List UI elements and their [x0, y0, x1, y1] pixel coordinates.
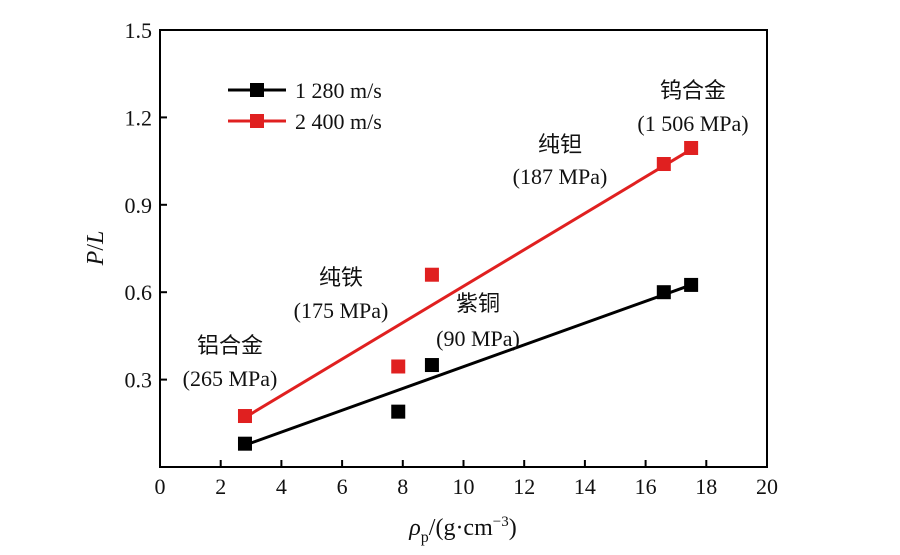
fit-line-series-0 [244, 283, 692, 447]
axis-ticks [160, 116, 708, 467]
x-axis-subscript: p [421, 529, 429, 546]
data-point-series-1 [684, 140, 699, 155]
data-point-series-1 [656, 157, 671, 172]
annotation-fe-name: 纯铁 [319, 265, 363, 290]
x-tick-label: 10 [453, 474, 475, 499]
y-axis-l: L [83, 231, 109, 245]
y-tick-label: 1.5 [125, 18, 153, 43]
y-axis-slash: / [83, 244, 109, 251]
x-tick-label: 14 [574, 474, 596, 499]
annotation-cu-strength: (90 MPa) [436, 326, 520, 351]
x-tick-label: 4 [276, 474, 287, 499]
data-point-series-0 [656, 285, 671, 300]
tick-labels: 0 2 4 6 8 10 12 14 16 18 20 0.3 0.6 0.9 1.2 1.5 [125, 18, 779, 499]
x-axis-title: ρp/(g·cm−3) [408, 514, 516, 546]
data-point-series-0 [684, 277, 699, 292]
fit-line-series-1 [244, 148, 692, 419]
annotation-ta-name: 纯钽 [538, 132, 582, 157]
data-point-series-0 [237, 436, 252, 451]
legend-item-1280: 1 280 m/s [228, 78, 382, 103]
x-tick-label: 12 [513, 474, 535, 499]
x-axis-close: ) [509, 515, 517, 541]
annotation-w-strength: (1 506 MPa) [637, 111, 748, 136]
x-axis-unit: /(g·cm [429, 515, 493, 541]
data-point-series-1 [237, 409, 252, 424]
x-axis-exponent: −3 [493, 514, 509, 530]
y-tick-label: 1.2 [125, 105, 153, 130]
x-tick-label: 8 [397, 474, 408, 499]
data-point-series-0 [424, 358, 439, 373]
x-tick-label: 18 [695, 474, 717, 499]
y-tick-label: 0.3 [125, 368, 153, 393]
y-tick-label: 0.6 [125, 280, 153, 305]
annotation-al-strength: (265 MPa) [183, 366, 278, 391]
y-axis-p: P [83, 250, 109, 266]
data-markers [237, 140, 699, 451]
plot-frame [159, 29, 768, 468]
x-tick-label: 0 [155, 474, 166, 499]
x-tick-label: 16 [635, 474, 657, 499]
legend-marker-2400 [250, 114, 264, 128]
data-point-series-1 [424, 267, 439, 282]
legend: 1 280 m/s 2 400 m/s [228, 78, 382, 134]
data-point-series-1 [391, 359, 406, 374]
legend-label-2400: 2 400 m/s [295, 109, 382, 134]
legend-item-2400: 2 400 m/s [228, 109, 382, 134]
annotation-ta-strength: (187 MPa) [513, 164, 608, 189]
fit-lines [244, 148, 692, 447]
annotation-fe-strength: (175 MPa) [294, 298, 389, 323]
legend-label-1280: 1 280 m/s [295, 78, 382, 103]
x-tick-label: 6 [337, 474, 348, 499]
legend-marker-1280 [250, 83, 264, 97]
y-tick-label: 0.9 [125, 193, 153, 218]
annotation-al-name: 铝合金 [197, 333, 263, 358]
x-axis-symbol: ρ [408, 515, 421, 541]
x-tick-label: 2 [215, 474, 226, 499]
y-axis-title: P/L [83, 231, 109, 267]
annotations: 铝合金 (265 MPa) 纯铁 (175 MPa) 紫铜 (90 MPa) 纯… [183, 78, 749, 391]
annotation-w-name: 钨合金 [660, 78, 726, 103]
x-tick-label: 20 [756, 474, 778, 499]
annotation-cu-name: 紫铜 [456, 291, 500, 316]
data-point-series-0 [391, 404, 406, 419]
